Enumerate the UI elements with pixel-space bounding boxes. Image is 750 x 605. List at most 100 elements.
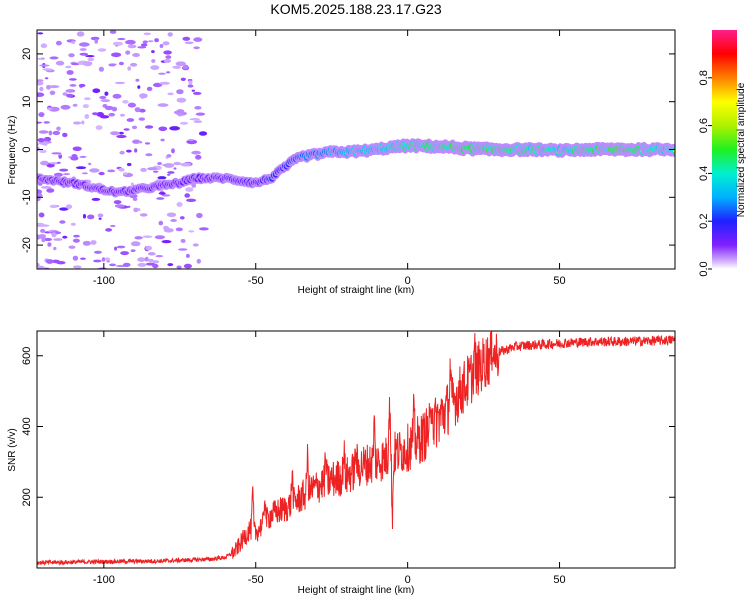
noise-blob xyxy=(80,257,86,260)
noise-blob xyxy=(195,112,206,116)
noise-blob xyxy=(94,38,98,44)
noise-blob xyxy=(156,197,165,200)
noise-blob xyxy=(191,150,201,155)
noise-blob xyxy=(151,59,156,63)
noise-blob xyxy=(146,86,153,91)
noise-blob xyxy=(157,162,163,165)
noise-blob xyxy=(79,52,89,56)
noise-blob xyxy=(134,236,143,240)
noise-blob xyxy=(84,97,91,101)
noise-blob xyxy=(166,71,171,74)
noise-blob xyxy=(116,245,126,249)
noise-blob xyxy=(158,192,166,195)
noise-blob xyxy=(72,146,82,152)
noise-blob xyxy=(91,197,101,201)
noise-blob xyxy=(179,216,185,220)
noise-blob xyxy=(84,114,90,119)
noise-blob xyxy=(120,113,125,117)
noise-blob xyxy=(73,121,82,125)
spectrogram-ylabel: Frequency (Hz) xyxy=(7,116,18,185)
noise-blob xyxy=(117,37,126,41)
colorbar: 0.0 0.2 0.4 0.6 0.8 Normalized spectral ampl… xyxy=(698,30,747,277)
noise-blob xyxy=(176,265,182,269)
noise-blob xyxy=(163,228,174,233)
noise-blob xyxy=(118,167,125,172)
noise-blob xyxy=(55,40,62,46)
spectrogram-ytick-label: -10 xyxy=(21,189,33,205)
noise-blob xyxy=(114,246,118,251)
snr-ytick-label: 600 xyxy=(21,347,33,365)
noise-blob xyxy=(184,193,190,198)
snr-series-line xyxy=(37,331,675,566)
noise-blob xyxy=(173,167,177,170)
noise-blob xyxy=(191,89,195,92)
noise-blob xyxy=(53,238,63,241)
noise-blob xyxy=(43,121,50,124)
noise-blob xyxy=(72,265,82,269)
noise-blob xyxy=(87,214,95,220)
noise-blob xyxy=(180,238,186,243)
noise-blob xyxy=(107,169,116,173)
noise-blob xyxy=(150,65,160,70)
noise-blob xyxy=(188,80,193,85)
noise-blob xyxy=(62,235,68,239)
noise-blob xyxy=(167,32,173,37)
noise-blob xyxy=(116,134,127,139)
noise-blob xyxy=(158,220,164,226)
noise-blob xyxy=(37,196,41,202)
noise-blob xyxy=(196,258,201,264)
colorbar-tick-label: 0.8 xyxy=(698,70,710,85)
noise-blob xyxy=(112,93,122,99)
noise-blob xyxy=(37,193,43,198)
noise-blob xyxy=(127,44,137,49)
spectrogram-xtick-label: -50 xyxy=(248,275,264,287)
snr-marks xyxy=(37,331,675,566)
noise-blob xyxy=(66,93,74,98)
noise-blob xyxy=(169,126,181,131)
noise-blob xyxy=(114,204,125,208)
noise-blob xyxy=(157,176,167,180)
noise-blob xyxy=(43,237,53,242)
noise-blob xyxy=(108,112,115,117)
noise-blob xyxy=(132,53,141,57)
noise-blob xyxy=(96,112,104,117)
noise-blob xyxy=(154,235,165,240)
noise-blob xyxy=(112,41,123,46)
noise-blob xyxy=(38,112,45,118)
noise-blob xyxy=(42,68,53,71)
noise-blob xyxy=(37,138,45,143)
noise-blob xyxy=(56,161,61,164)
snr-xtick-label: -50 xyxy=(248,574,264,586)
noise-blob xyxy=(123,128,130,131)
noise-blob xyxy=(58,154,63,159)
noise-blob xyxy=(193,46,200,50)
noise-blob xyxy=(172,65,182,69)
noise-blob xyxy=(187,84,194,88)
noise-blob xyxy=(113,200,122,205)
noise-blob xyxy=(37,92,45,97)
noise-blob xyxy=(126,149,132,153)
noise-blob xyxy=(166,154,172,158)
noise-blob xyxy=(182,64,189,70)
colorbar-tick-label: 0.4 xyxy=(698,166,710,181)
noise-blob xyxy=(196,212,203,219)
noise-blob xyxy=(46,84,51,90)
noise-blob xyxy=(39,149,47,154)
noise-blob xyxy=(51,232,57,238)
noise-blob xyxy=(125,50,131,55)
noise-blob xyxy=(192,243,199,247)
noise-blob xyxy=(47,242,52,247)
noise-blob xyxy=(104,257,111,261)
noise-blob xyxy=(92,88,101,93)
noise-blob xyxy=(137,85,141,89)
spectrogram-ticks: -100 -50 0 50 20 10 0 -10 -20 xyxy=(21,30,675,287)
noise-blob xyxy=(40,186,52,189)
noise-blob xyxy=(186,198,197,202)
noise-blob xyxy=(111,106,118,112)
noise-blob xyxy=(44,77,49,80)
noise-blob xyxy=(37,79,44,82)
noise-blob xyxy=(130,241,141,247)
noise-blob xyxy=(109,263,116,267)
noise-blob xyxy=(165,55,172,59)
chart-title: KOM5.2025.188.23.17.G23 xyxy=(270,1,441,17)
